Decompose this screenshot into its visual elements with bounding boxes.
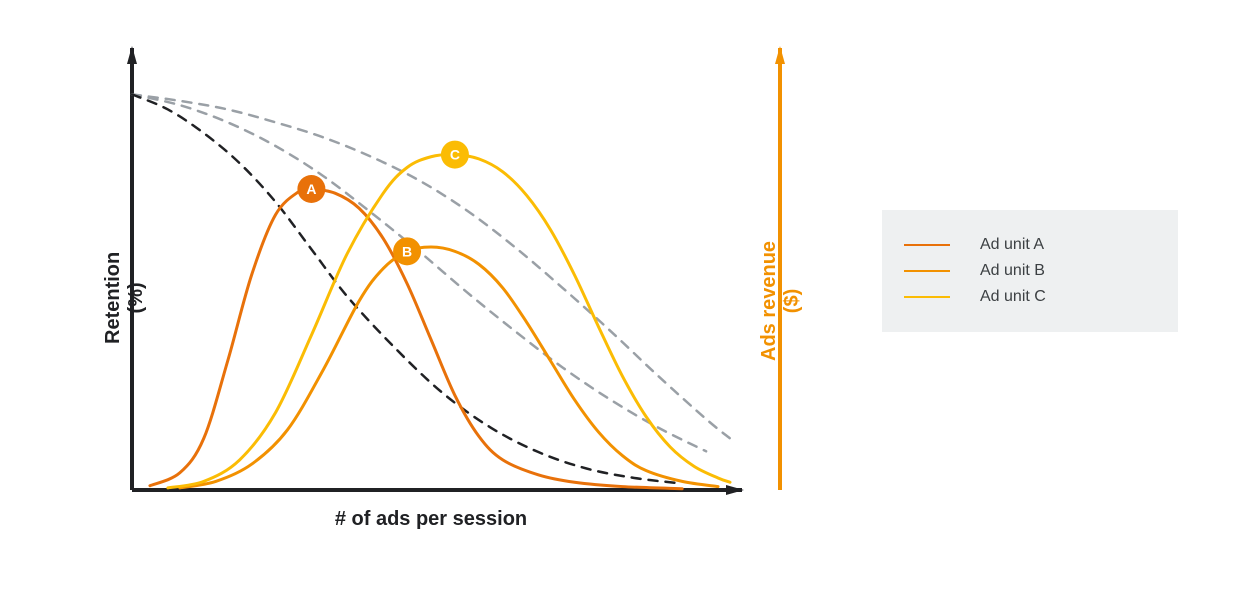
legend-item-c: Ad unit C <box>904 288 1150 306</box>
legend-label-b: Ad unit B <box>980 262 1045 280</box>
chart-stage: A B C Retention (%) # of ads per session A… <box>0 0 1257 597</box>
y-axis-right-arrowhead <box>775 46 785 64</box>
legend-label-a: Ad unit A <box>980 236 1044 254</box>
y-axis-left-label-line2: (%) <box>125 252 148 344</box>
y-axis-left-arrowhead <box>127 46 137 64</box>
marker-label-a: A <box>306 181 316 197</box>
revenue-curve-b <box>180 247 718 488</box>
retention-curve-a <box>132 94 682 483</box>
y-axis-right-label: Ads revenue ($) <box>758 241 804 361</box>
legend-swatch-a <box>904 244 950 246</box>
y-axis-right-label-line1: Ads revenue <box>758 241 781 361</box>
legend: Ad unit A Ad unit B Ad unit C <box>882 210 1178 332</box>
y-axis-left-label-line1: Retention <box>102 252 125 344</box>
revenue-curve-c <box>168 154 730 487</box>
legend-swatch-b <box>904 270 950 272</box>
revenue-curve-a <box>150 188 682 488</box>
x-axis-arrowhead <box>726 485 744 495</box>
legend-item-a: Ad unit A <box>904 236 1150 254</box>
legend-swatch-c <box>904 296 950 298</box>
x-axis-label: # of ads per session <box>240 508 623 531</box>
marker-label-b: B <box>402 243 412 259</box>
marker-label-c: C <box>450 147 460 163</box>
legend-item-b: Ad unit B <box>904 262 1150 280</box>
legend-label-c: Ad unit C <box>980 288 1046 306</box>
y-axis-left-label: Retention (%) <box>102 252 148 344</box>
y-axis-right-label-line2: ($) <box>781 241 804 361</box>
